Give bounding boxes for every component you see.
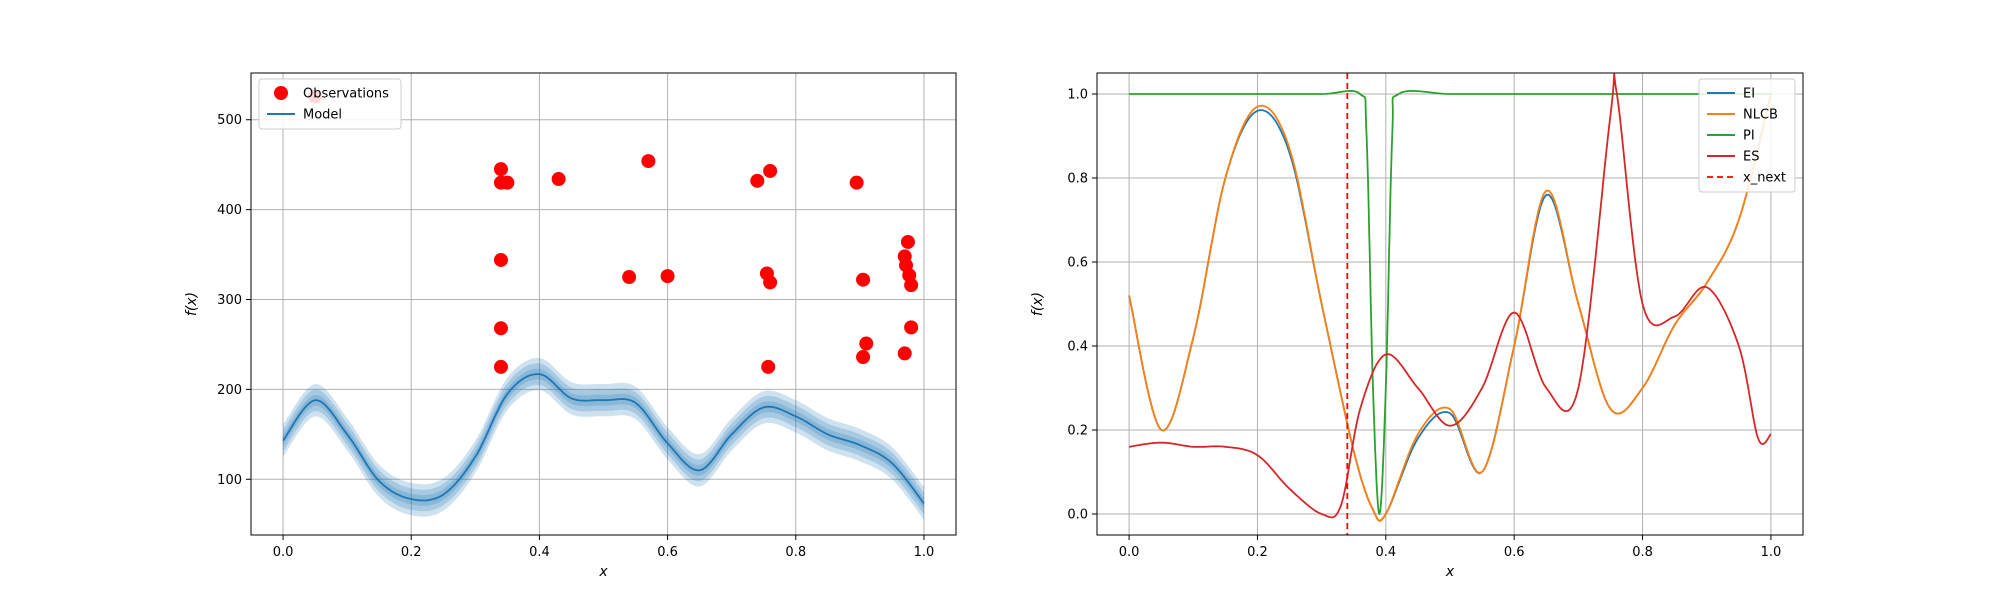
x-tick-label: 1.0 [1761, 545, 1782, 560]
observation-point [859, 336, 874, 351]
legend-box [1698, 78, 1796, 193]
x-axis-label: x [598, 564, 608, 580]
y-axis-label: f(x) [184, 292, 200, 316]
observation-point [622, 270, 637, 285]
observation-point [493, 252, 508, 267]
x-tick-label: 0.0 [1119, 545, 1140, 560]
y-tick-label: 0.8 [1067, 172, 1088, 187]
plot-area [282, 89, 925, 520]
axes-frame [1096, 72, 1804, 536]
x-tick-label: 0.2 [401, 545, 422, 560]
y-tick-label: 0.6 [1067, 256, 1088, 271]
model-confidence-band [283, 368, 924, 509]
observation-point [750, 173, 765, 188]
x-tick-label: 1.0 [914, 545, 935, 560]
x-tick-label: 0.6 [1504, 545, 1525, 560]
legend-swatch-observations [274, 86, 288, 100]
observation-point [500, 175, 515, 190]
left-chart: 0.0 0.2 0.4 0.6 0.8 1.0 100 200 300 400 500 x f(x) Ob… [184, 72, 957, 580]
x-tick-label: 0.2 [1247, 545, 1268, 560]
y-tick-label: 0.2 [1067, 424, 1088, 439]
observation-point [493, 321, 508, 336]
x-tick-label: 0.4 [1375, 545, 1396, 560]
legend: EI NLCB PI ES x_next [1698, 78, 1796, 193]
observation-point [761, 359, 776, 374]
plot-area [1128, 73, 1772, 535]
y-tick-label: 0.0 [1067, 508, 1088, 523]
legend-label: Model [303, 108, 342, 123]
observation-point [900, 234, 915, 249]
x-tick-label: 0.6 [657, 545, 678, 560]
pi-line [1129, 90, 1771, 515]
observation-point [641, 154, 656, 169]
right-chart: 0.0 0.2 0.4 0.6 0.8 1.0 0.0 0.2 0.4 0.6 0.8 1.0 x f(x… [1030, 72, 1804, 580]
legend-label: Observations [303, 87, 389, 102]
y-tick-label: 300 [217, 293, 242, 308]
model-confidence-band [283, 363, 924, 515]
observation-point [856, 350, 871, 365]
y-tick-label: 0.4 [1067, 340, 1088, 355]
model-confidence-band [283, 357, 924, 520]
legend-label: ES [1743, 150, 1759, 165]
legend-label: EI [1743, 87, 1755, 102]
x-axis-label: x [1445, 564, 1455, 580]
y-tick-label: 100 [217, 473, 242, 488]
legend-label: NLCB [1743, 108, 1778, 123]
observation-point [856, 272, 871, 287]
x-tick-label: 0.4 [529, 545, 550, 560]
observation-point [493, 162, 508, 177]
observation-point [897, 346, 912, 361]
observation-point [551, 172, 566, 187]
observation-point [904, 278, 919, 293]
x-tick-label: 0.8 [1632, 545, 1653, 560]
observation-point [660, 269, 675, 284]
y-tick-label: 200 [217, 383, 242, 398]
observation-point [904, 320, 919, 335]
legend-label: x_next [1743, 171, 1786, 186]
legend-label: PI [1743, 129, 1755, 144]
observation-point [763, 163, 778, 178]
axes-frame [250, 72, 957, 536]
es-line [1128, 73, 1772, 519]
observation-point [493, 359, 508, 374]
observation-point [763, 275, 778, 290]
legend-box [258, 78, 402, 130]
x-tick-label: 0.0 [273, 545, 294, 560]
y-tick-label: 1.0 [1067, 88, 1088, 103]
y-tick-label: 400 [217, 203, 242, 218]
model-line [282, 373, 925, 505]
observation-point [849, 175, 864, 190]
x-tick-label: 0.8 [785, 545, 806, 560]
y-tick-label: 500 [217, 113, 242, 128]
legend: Observations Model [258, 78, 402, 130]
y-axis-label: f(x) [1030, 292, 1046, 316]
